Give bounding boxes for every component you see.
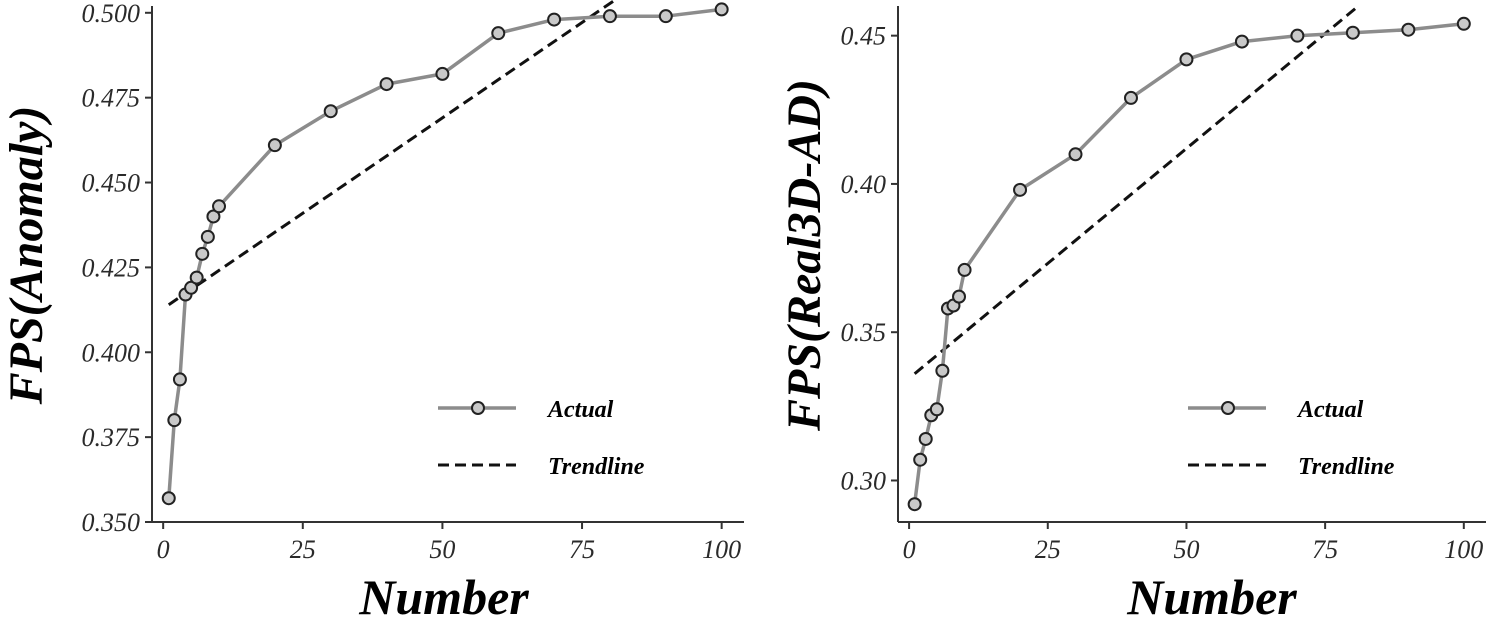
y-tick-label: 0.400 [82, 338, 141, 367]
y-tick-label: 0.40 [841, 170, 887, 199]
chart-panel-anomaly: FPS(Anomaly) Number 0.350 0.375 0.400 0.425… [0, 0, 744, 625]
actual-data-point [161, 491, 176, 506]
y-tick-label: 0.475 [82, 84, 141, 113]
y-tick-label: 0.425 [82, 253, 141, 282]
actual-data-point [379, 77, 394, 92]
actual-data-point [935, 363, 950, 378]
y-tick-label: 0.500 [82, 0, 141, 28]
y-tick-label: 0.350 [82, 508, 141, 537]
actual-data-point [952, 289, 967, 304]
y-axis-title: FPS(Anomaly) [0, 106, 53, 406]
chart-panel-real3d-ad: FPS(Real3D-AD) Number 0.30 0.35 0.40 0.45 0 2… [778, 4, 1486, 625]
x-tick-label: 75 [569, 535, 595, 564]
actual-data-point [212, 199, 227, 214]
x-tick-label: 50 [429, 535, 455, 564]
legend-actual-label: Actual [1296, 397, 1364, 423]
actual-data-point [957, 262, 972, 277]
actual-data-point [172, 372, 187, 387]
actual-data-point [918, 431, 933, 446]
x-tick-label: 0 [157, 535, 170, 564]
y-tick-label: 0.450 [82, 169, 141, 198]
x-tick-label: 0 [903, 535, 916, 564]
x-tick-label: 50 [1173, 535, 1199, 564]
actual-data-point [929, 402, 944, 417]
trendline-series-line [913, 4, 1360, 375]
actual-data-point [1345, 25, 1360, 40]
actual-series-line [167, 7, 722, 499]
y-axis-title: FPS(Real3D-AD) [778, 79, 831, 432]
y-tick-label: 0.35 [841, 318, 887, 347]
actual-data-point [1068, 147, 1083, 162]
actual-data-point [1234, 34, 1249, 49]
trendline-series-line [167, 0, 618, 306]
x-tick-label: 25 [1035, 535, 1061, 564]
actual-data-point [323, 104, 338, 119]
legend-actual-marker [471, 401, 485, 415]
actual-data-point [547, 12, 562, 27]
actual-data-point [1179, 52, 1194, 67]
actual-data-point [1401, 22, 1416, 37]
actual-data-point [167, 413, 182, 428]
x-tick-label: 25 [290, 535, 316, 564]
actual-data-point [658, 9, 673, 24]
actual-data-point [1290, 28, 1305, 43]
x-tick-label: 100 [702, 535, 741, 564]
actual-data-point [602, 9, 617, 24]
actual-data-point [195, 246, 210, 261]
legend-actual-marker [1221, 401, 1235, 415]
actual-data-point [714, 2, 729, 17]
actual-data-point [267, 138, 282, 153]
actual-data-point [435, 66, 450, 81]
actual-data-point [1456, 16, 1471, 31]
x-axis-title: Number [1126, 569, 1297, 625]
actual-data-point [200, 229, 215, 244]
legend-actual-label: Actual [546, 397, 614, 423]
actual-data-point [1013, 182, 1028, 197]
actual-data-point [907, 497, 922, 512]
legend-trendline-label: Trendline [548, 454, 645, 480]
actual-data-point [913, 452, 928, 467]
legend-trendline-label: Trendline [1298, 454, 1395, 480]
y-tick-label: 0.45 [841, 22, 887, 51]
actual-series-line [912, 22, 1464, 505]
y-tick-label: 0.30 [841, 466, 887, 495]
x-tick-label: 75 [1312, 535, 1338, 564]
actual-data-point [491, 26, 506, 41]
x-axis-title: Number [358, 569, 529, 625]
y-tick-label: 0.375 [82, 423, 141, 452]
actual-data-point [189, 270, 204, 285]
x-tick-label: 100 [1444, 535, 1483, 564]
actual-data-point [1123, 90, 1138, 105]
